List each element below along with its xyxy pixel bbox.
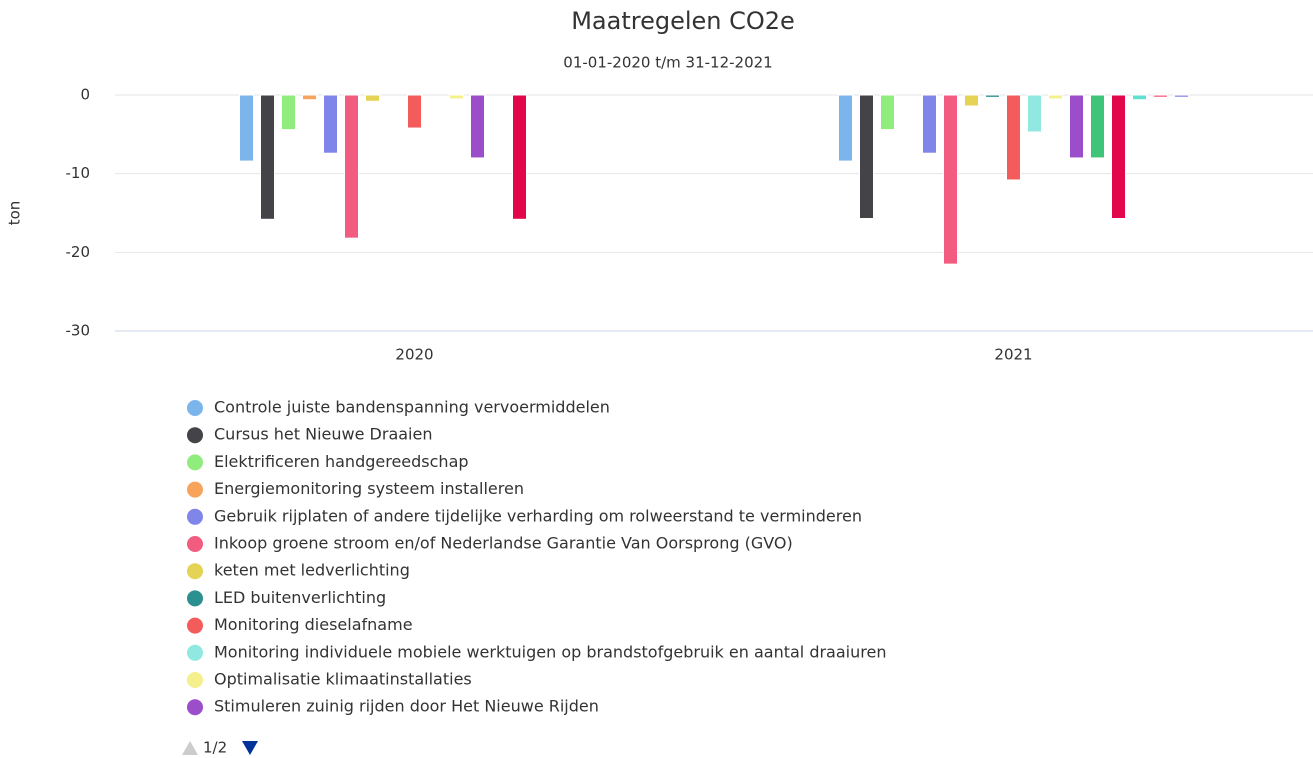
legend-next[interactable] xyxy=(242,741,258,755)
legend-label: Stimuleren zuinig rijden door Het Nieuwe… xyxy=(214,697,599,716)
bar xyxy=(838,94,853,162)
y-tick-label: -30 xyxy=(66,322,91,340)
legend-marker xyxy=(187,454,203,471)
bar xyxy=(239,94,254,162)
legend-label: Energiemonitoring systeem installeren xyxy=(214,479,524,498)
legend-marker xyxy=(187,644,203,661)
y-tick-label: -20 xyxy=(66,243,91,261)
bar xyxy=(302,94,317,101)
legend-label: Monitoring individuele mobiele werktuige… xyxy=(214,642,886,661)
legend-prev[interactable] xyxy=(182,741,198,755)
legend-page: 1/2 xyxy=(203,739,227,757)
bar xyxy=(964,94,979,107)
legend-marker xyxy=(187,536,203,552)
legend-label: Controle juiste bandenspanning vervoermi… xyxy=(214,398,610,417)
legend-label: Gebruik rijplaten of andere tijdelijke v… xyxy=(214,506,862,525)
bar xyxy=(880,94,895,131)
chart-title: Maatregelen CO2e xyxy=(571,7,795,35)
bar xyxy=(449,94,464,100)
legend-label: Optimalisatie klimaatinstallaties xyxy=(214,670,472,689)
bar xyxy=(281,94,296,131)
bar xyxy=(985,94,1000,98)
bar xyxy=(1174,94,1189,98)
legend-marker xyxy=(187,699,203,716)
legend-label: keten met ledverlichting xyxy=(214,561,410,580)
y-tick-label: 0 xyxy=(80,86,90,104)
legend-marker xyxy=(187,427,203,444)
bar xyxy=(1027,94,1042,133)
bar xyxy=(1111,94,1126,220)
legend-marker xyxy=(187,400,203,416)
bar xyxy=(470,94,485,159)
legend-marker xyxy=(187,590,203,607)
legend-label: Cursus het Nieuwe Draaien xyxy=(214,425,432,444)
legend-marker xyxy=(187,508,203,525)
bar xyxy=(407,94,422,129)
legend-label: Inkoop groene stroom en/of Nederlandse G… xyxy=(214,534,793,553)
legend-label: Elektrificeren handgereedschap xyxy=(214,452,469,471)
bar xyxy=(1048,94,1063,100)
bar xyxy=(1153,94,1168,98)
bar xyxy=(1132,94,1147,101)
bar xyxy=(512,94,527,220)
y-tick-label: -10 xyxy=(66,164,91,182)
legend-label: Monitoring dieselafname xyxy=(214,615,413,634)
bar xyxy=(365,94,380,102)
legend-marker xyxy=(187,563,203,580)
x-tick-label: 2021 xyxy=(994,346,1032,364)
bar xyxy=(1069,94,1084,159)
bar xyxy=(943,94,958,265)
legend-marker xyxy=(187,617,203,634)
x-tick-label: 2020 xyxy=(395,346,433,364)
bar xyxy=(922,94,937,154)
bar xyxy=(260,94,275,220)
legend-marker xyxy=(187,481,203,498)
bar xyxy=(859,94,874,220)
y-axis-title: ton xyxy=(6,201,24,226)
chart-subtitle: 01-01-2020 t/m 31-12-2021 xyxy=(563,54,772,72)
bar xyxy=(1006,94,1021,181)
bar xyxy=(344,94,359,239)
bar xyxy=(323,94,338,154)
bar xyxy=(1090,94,1105,159)
legend-label: LED buitenverlichting xyxy=(214,588,386,607)
legend-marker xyxy=(187,672,203,688)
